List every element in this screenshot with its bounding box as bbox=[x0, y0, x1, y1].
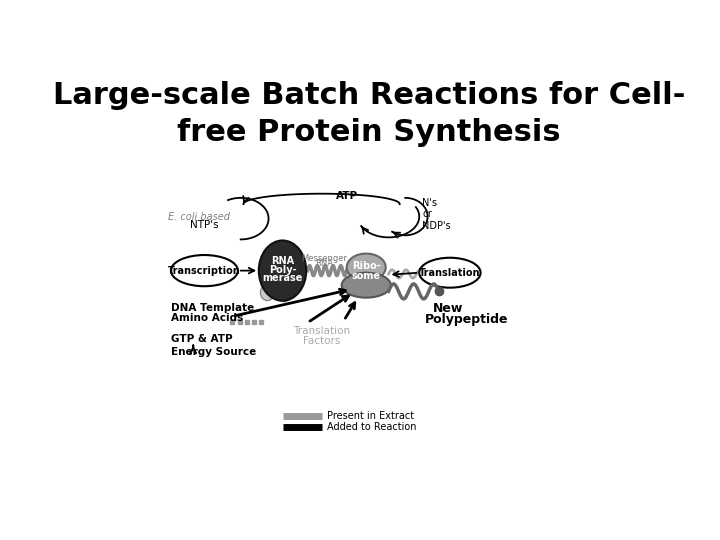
Ellipse shape bbox=[342, 273, 391, 298]
Text: NTP's: NTP's bbox=[190, 220, 219, 230]
Text: RNA: RNA bbox=[315, 259, 333, 268]
Text: merase: merase bbox=[262, 273, 302, 283]
Text: GTP & ATP: GTP & ATP bbox=[171, 334, 233, 344]
Text: Factors: Factors bbox=[303, 336, 341, 346]
Text: Translation: Translation bbox=[419, 268, 481, 278]
Ellipse shape bbox=[171, 255, 238, 286]
Text: DNA Template: DNA Template bbox=[171, 303, 254, 313]
Text: ATP: ATP bbox=[336, 191, 358, 201]
Text: Polypeptide: Polypeptide bbox=[425, 313, 508, 326]
Ellipse shape bbox=[258, 240, 306, 301]
Ellipse shape bbox=[261, 285, 274, 301]
Ellipse shape bbox=[346, 254, 386, 281]
Text: Amino Acids: Amino Acids bbox=[171, 313, 243, 323]
Ellipse shape bbox=[278, 288, 290, 302]
Text: Messenger: Messenger bbox=[302, 254, 347, 262]
Text: E. coli based: E. coli based bbox=[168, 212, 230, 221]
Text: some: some bbox=[351, 271, 381, 281]
Text: Transcription: Transcription bbox=[168, 266, 240, 275]
Text: Present in Extract: Present in Extract bbox=[327, 411, 414, 421]
Ellipse shape bbox=[419, 258, 481, 288]
Text: New: New bbox=[433, 301, 464, 314]
Text: Poly-: Poly- bbox=[269, 265, 297, 275]
Text: Translation: Translation bbox=[293, 326, 350, 336]
Text: Large-scale Batch Reactions for Cell-
free Protein Synthesis: Large-scale Batch Reactions for Cell- fr… bbox=[53, 82, 685, 147]
Text: Ribo-: Ribo- bbox=[352, 261, 381, 272]
Text: N's
or
NDP's: N's or NDP's bbox=[422, 198, 451, 231]
Text: Energy Source: Energy Source bbox=[171, 347, 256, 357]
Text: Added to Reaction: Added to Reaction bbox=[327, 422, 417, 431]
Text: RNA: RNA bbox=[271, 256, 294, 266]
